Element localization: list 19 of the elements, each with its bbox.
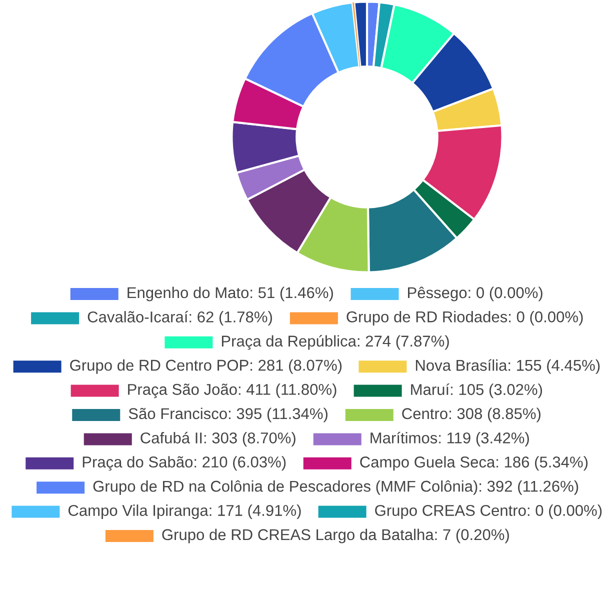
legend-label: Praça São João: 411 (11.80%) (128, 384, 336, 398)
legend-label: Grupo de RD CREAS Largo da Batalha: 7 (0.20%) (162, 528, 509, 544)
legend-label: Cavalão-Icaraí: 62 (1.78%) (88, 310, 272, 326)
legend-label: Praça da República: 274 (7.87%) (222, 335, 449, 350)
legend-label: Grupo de RD Centro POP: 281 (8.07%) (70, 359, 342, 374)
legend-label: Campo Vila Ipiranga: 171 (4.91%) (68, 504, 301, 520)
legend-label: Grupo de RD na Colônia de Pescadores (MMF Colônia): 392 (11.26%) (93, 480, 578, 495)
legend-label: Engenho do Mato: 51 (1.46%) (128, 286, 333, 302)
legend-label: Grupo CREAS Centro: 0 (0.00%) (375, 504, 602, 520)
legend-label: Centro: 308 (8.85%) (402, 408, 540, 422)
legend-label: Grupo de RD Riodades: 0 (0.00%) (346, 310, 583, 326)
legend-label: Campo Guela Seca: 186 (5.34%) (360, 456, 588, 471)
legend-label: Nova Brasília: 155 (4.45%) (416, 359, 600, 374)
legend-label: Praça do Sabão: 210 (6.03%) (82, 456, 286, 471)
legend-label: Maruí: 105 (3.02%) (411, 383, 542, 398)
legend-label: São Francisco: 395 (11.34%) (128, 408, 328, 422)
legend-label: Pêssego: 0 (0.00%) (408, 286, 542, 302)
legend-label: Cafubá II: 303 (8.70%) (140, 432, 296, 447)
legend-label: Marítimos: 119 (3.42%) (370, 432, 529, 447)
